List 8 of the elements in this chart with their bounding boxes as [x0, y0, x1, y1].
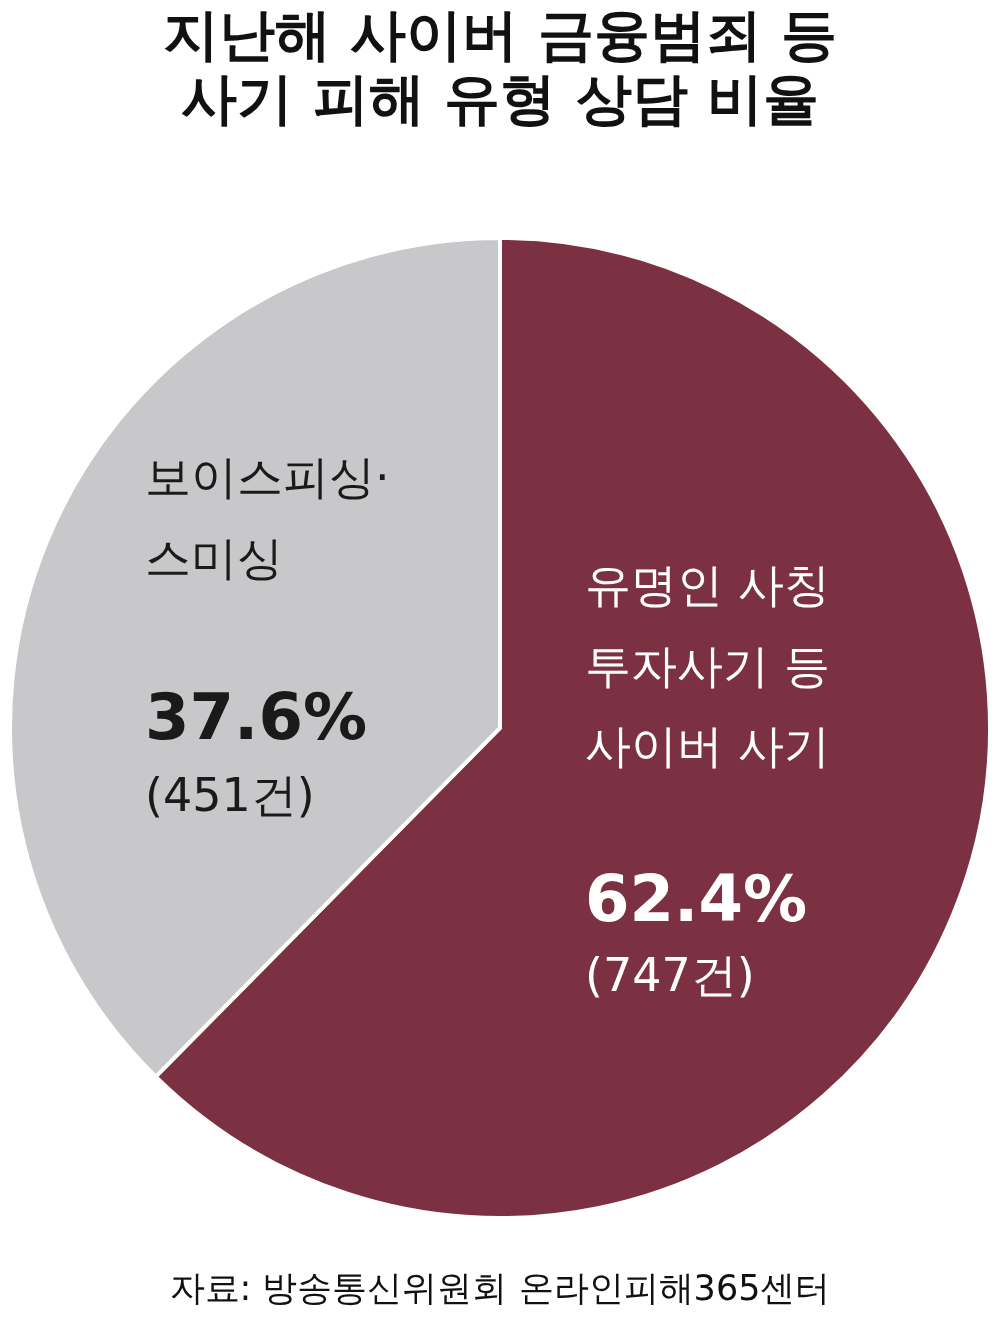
data-label: 62.4%: [585, 862, 808, 936]
slice-label: 유명인 사칭 투자사기 등 사이버 사기: [585, 558, 830, 773]
slice-label: 보이스피싱· 스미싱: [145, 450, 390, 585]
text: (747건): [585, 948, 755, 1002]
chart-title: 지난해 사이버 금융범죄 등 사기 피해 유형 상담 비율: [162, 2, 838, 132]
text: (451건): [145, 768, 315, 822]
text: 자료: 방송통신위원회 온라인피해365센터: [169, 1268, 831, 1308]
data-label: 37.6%: [145, 680, 368, 754]
